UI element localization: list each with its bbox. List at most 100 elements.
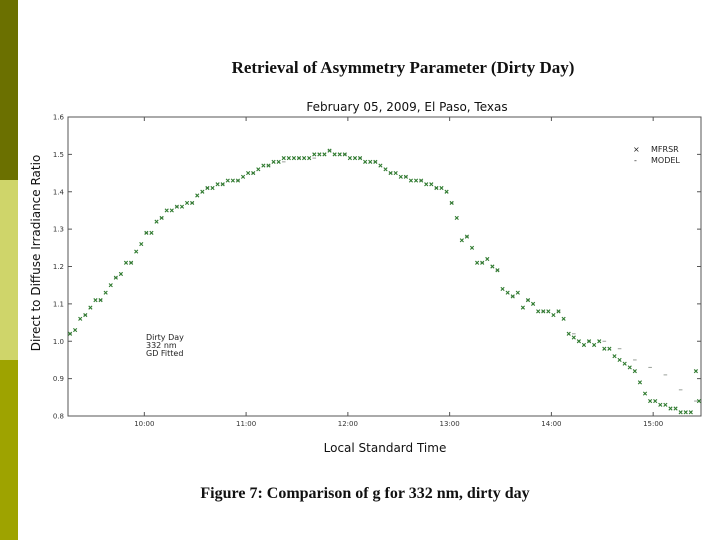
- y-tick-label: 1.0: [53, 338, 64, 346]
- accent-bar-top: [0, 0, 18, 180]
- mfrsr-point: [449, 200, 454, 206]
- legend-marker-model: -: [634, 156, 637, 165]
- mfrsr-point: [286, 156, 291, 161]
- mfrsr-point: [622, 361, 627, 366]
- x-tick-label: 14:00: [541, 420, 561, 428]
- slide-title: Retrieval of Asymmetry Parameter (Dirty …: [231, 58, 575, 77]
- x-axis-ticks: 10:00 11:00 12:00 13:00 14:00 15:00: [134, 117, 663, 428]
- y-tick-label: 1.1: [53, 300, 64, 308]
- mfrsr-point: [696, 398, 702, 404]
- mfrsr-point: [439, 185, 444, 191]
- mfrsr-point: [581, 342, 587, 348]
- x-tick-label: 10:00: [134, 420, 154, 428]
- mfrsr-point: [444, 189, 449, 194]
- mfrsr-point: [459, 238, 464, 243]
- mfrsr-point: [98, 298, 103, 303]
- mfrsr-point: [220, 182, 225, 187]
- mfrsr-point: [195, 193, 200, 198]
- mfrsr-point: [586, 339, 592, 344]
- mfrsr-point: [363, 159, 368, 164]
- mfrsr-point: [302, 156, 307, 161]
- y-tick-label: 0.8: [53, 413, 64, 421]
- annotation: Dirty Day 332 nm GD Fitted: [146, 333, 184, 358]
- mfrsr-point: [434, 185, 439, 191]
- mfrsr-point: [103, 290, 108, 295]
- legend-marker-mfrsr: ×: [633, 145, 640, 154]
- mfrsr-point: [607, 346, 612, 351]
- mfrsr-point: [337, 152, 342, 157]
- mfrsr-point: [184, 200, 190, 206]
- chart-title: February 05, 2009, El Paso, Texas: [306, 100, 507, 114]
- mfrsr-point: [475, 260, 480, 265]
- mfrsr-point: [653, 398, 658, 404]
- figure-caption: Figure 7: Comparison of g for 332 nm, di…: [200, 485, 530, 502]
- mfrsr-point: [317, 152, 322, 157]
- mfrsr-point: [515, 290, 520, 295]
- mfrsr-point: [235, 178, 241, 183]
- mfrsr-point: [261, 163, 266, 168]
- mfrsr-point: [688, 410, 693, 415]
- mfrsr-point: [118, 271, 124, 277]
- mfrsr-point: [576, 339, 581, 344]
- mfrsr-point: [617, 357, 622, 363]
- mfrsr-point: [536, 309, 541, 314]
- annotation-line-2: 332 nm: [146, 341, 177, 350]
- mfrsr-point: [530, 301, 536, 306]
- legend-label-mfrsr: MFRSR: [651, 145, 679, 154]
- mfrsr-point: [174, 204, 179, 209]
- mfrsr-point: [373, 159, 378, 164]
- mfrsr-point: [408, 178, 414, 183]
- y-tick-label: 0.9: [53, 375, 64, 383]
- mfrsr-point: [429, 182, 434, 187]
- x-tick-label: 13:00: [440, 420, 460, 428]
- legend-label-model: MODEL: [651, 156, 680, 165]
- mfrsr-point: [510, 294, 515, 299]
- mfrsr-point: [368, 159, 373, 164]
- mfrsr-point: [490, 264, 495, 269]
- y-axis-label: Direct to Diffuse Irradiance Ratio: [29, 155, 43, 352]
- mfrsr-point: [139, 241, 144, 247]
- mfrsr-point: [230, 178, 235, 183]
- mfrsr-point: [469, 245, 475, 250]
- y-tick-label: 1.3: [53, 226, 64, 234]
- mfrsr-point: [73, 327, 78, 333]
- accent-bar-middle: [0, 180, 18, 360]
- mfrsr-point: [663, 402, 668, 407]
- mfrsr-point: [668, 406, 673, 411]
- mfrsr-point: [169, 208, 174, 213]
- mfrsr-point: [276, 159, 281, 164]
- mfrsr-point: [505, 290, 510, 295]
- mfrsr-point: [149, 230, 154, 235]
- mfrsr-point: [215, 182, 220, 187]
- mfrsr-point: [637, 380, 643, 385]
- mfrsr-point: [561, 316, 566, 321]
- mfrsr-point: [541, 309, 546, 314]
- y-tick-label: 1.6: [53, 114, 65, 122]
- mfrsr-point: [424, 182, 429, 187]
- y-tick-label: 1.5: [53, 151, 64, 159]
- mfrsr-point: [67, 331, 73, 336]
- mfrsr-point: [190, 200, 195, 206]
- mfrsr-point: [291, 156, 297, 161]
- mfrsr-point: [205, 185, 210, 191]
- mfrsr-point: [113, 275, 118, 280]
- mfrsr-point: [144, 230, 149, 235]
- data-points: [67, 148, 702, 415]
- mfrsr-point: [413, 178, 419, 183]
- mfrsr-point: [693, 369, 699, 374]
- mfrsr-point: [129, 260, 134, 265]
- mfrsr-point: [251, 170, 256, 176]
- mfrsr-point: [546, 309, 551, 314]
- legend: × MFRSR - MODEL: [633, 145, 680, 165]
- x-tick-label: 12:00: [338, 420, 358, 428]
- mfrsr-point: [383, 167, 388, 172]
- mfrsr-point: [240, 174, 246, 179]
- mfrsr-point: [388, 170, 393, 176]
- mfrsr-point: [210, 185, 215, 191]
- mfrsr-point: [134, 249, 139, 254]
- mfrsr-point: [123, 260, 129, 265]
- mfrsr-point: [419, 178, 424, 183]
- mfrsr-point: [378, 163, 383, 168]
- mfrsr-point: [495, 268, 500, 273]
